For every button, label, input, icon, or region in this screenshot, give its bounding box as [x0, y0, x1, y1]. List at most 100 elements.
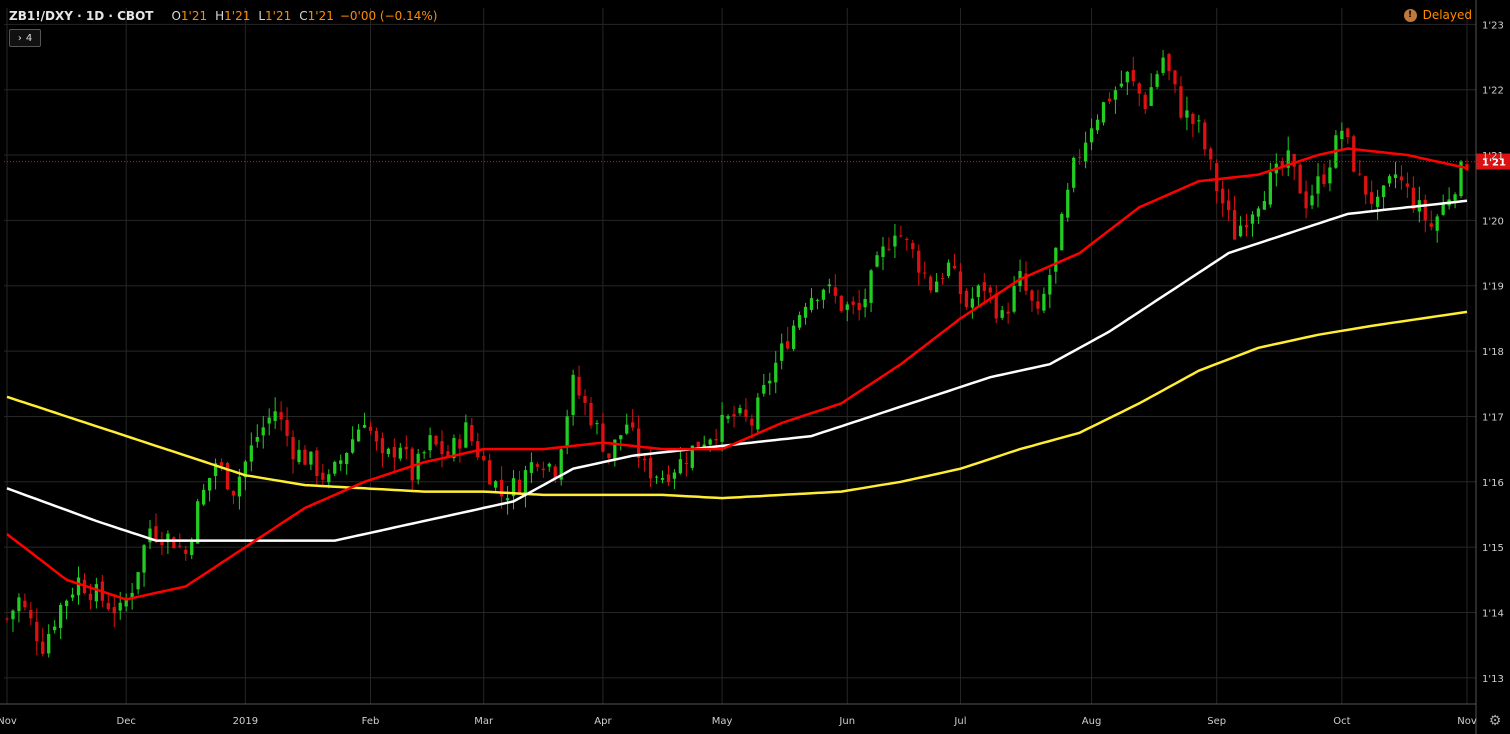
- candle-body: [446, 451, 450, 457]
- candle-body: [1268, 172, 1272, 205]
- candle-body: [333, 461, 337, 474]
- candle-body: [1036, 301, 1040, 309]
- candle-body: [70, 594, 75, 598]
- candle-body: [648, 458, 653, 479]
- candle-body: [672, 472, 677, 479]
- candle-body: [1298, 164, 1302, 194]
- candle-body: [1370, 192, 1374, 204]
- delayed-label: Delayed: [1422, 8, 1472, 22]
- candle-body: [1423, 199, 1427, 221]
- x-tick-label: Sep: [1207, 716, 1226, 727]
- candle-body: [172, 537, 176, 549]
- indicators-toggle-button[interactable]: › 4: [9, 29, 41, 47]
- candle-body: [1340, 130, 1344, 140]
- candle-body: [339, 460, 343, 464]
- candle-body: [53, 626, 57, 631]
- legend-header: ZB1!/DXY · 1D · CBOT O1'21 H1'21 L1'21 C…: [9, 8, 437, 24]
- x-tick-label: Dec: [117, 716, 136, 727]
- gear-icon[interactable]: ⚙: [1488, 713, 1502, 729]
- candle-body: [952, 265, 957, 269]
- candle-body: [356, 429, 361, 442]
- candle-body: [714, 439, 718, 441]
- candle-body: [1119, 83, 1124, 87]
- y-tick-label: 1'21: [1482, 151, 1504, 162]
- candle-body: [535, 464, 540, 467]
- candle-body: [1226, 200, 1231, 211]
- candle-body: [124, 598, 128, 607]
- candle-body: [368, 426, 373, 431]
- candle-body: [1435, 216, 1439, 231]
- candle-body: [1107, 98, 1112, 102]
- candle-body: [1238, 225, 1243, 237]
- candle-body: [559, 449, 563, 480]
- candle-body: [511, 478, 516, 497]
- candle-body: [780, 343, 784, 361]
- candle-body: [809, 298, 814, 310]
- candle-body: [11, 610, 15, 620]
- candle-body: [1393, 174, 1398, 179]
- candle-body: [35, 621, 39, 642]
- candle-body: [988, 287, 992, 293]
- candle-body: [821, 289, 826, 300]
- candle-body: [851, 301, 855, 305]
- candle-body: [1066, 189, 1070, 218]
- x-tick-label: Mar: [474, 716, 494, 727]
- y-tick-label: 1'15: [1482, 543, 1504, 554]
- candle-body: [529, 462, 534, 473]
- candle-body: [202, 489, 206, 505]
- candle-body: [428, 435, 432, 451]
- candle-body: [1459, 161, 1463, 197]
- candle-body: [1078, 156, 1082, 158]
- candle-body: [720, 414, 724, 442]
- candle-body: [362, 424, 367, 428]
- candle-body: [583, 396, 587, 403]
- delayed-badge[interactable]: ! Delayed: [1403, 8, 1472, 22]
- candle-body: [166, 533, 170, 543]
- candle-body: [440, 441, 444, 455]
- candle-body: [1209, 148, 1213, 160]
- x-tick-label: Nov: [1457, 716, 1477, 727]
- candle-body: [136, 572, 140, 590]
- candle-body: [184, 549, 188, 554]
- candle-body: [112, 607, 116, 614]
- candle-body: [654, 476, 659, 478]
- candle-body: [517, 479, 522, 493]
- x-tick-label: Jun: [838, 716, 855, 727]
- candle-body: [76, 577, 81, 596]
- candle-body: [1179, 86, 1183, 118]
- candle-body: [934, 281, 939, 293]
- symbol-title[interactable]: ZB1!/DXY · 1D · CBOT: [9, 9, 154, 23]
- y-tick-label: 1'14: [1482, 609, 1504, 620]
- candle-body: [833, 287, 837, 296]
- candle-body: [1304, 191, 1308, 209]
- candle-body: [523, 470, 528, 494]
- interval-label: 1D: [85, 9, 105, 23]
- candle-body: [392, 446, 396, 458]
- symbol-label: ZB1!/DXY: [9, 9, 73, 23]
- candle-body: [410, 448, 414, 481]
- candle-body: [1167, 54, 1171, 72]
- candle-body: [1101, 102, 1106, 123]
- candle-body: [994, 293, 998, 319]
- candle-body: [1113, 90, 1118, 100]
- candle-body: [899, 235, 903, 237]
- candle-body: [41, 641, 45, 654]
- candle-body: [1060, 213, 1064, 251]
- candle-body: [17, 597, 21, 612]
- candle-body: [219, 462, 224, 466]
- candle-body: [541, 468, 545, 471]
- candle-body: [547, 463, 551, 467]
- candle-body: [1095, 119, 1100, 131]
- candle-body: [869, 270, 873, 303]
- candle-body: [750, 418, 754, 426]
- candle-body: [1089, 128, 1094, 143]
- candle-body: [1197, 120, 1201, 122]
- x-tick-label: May: [712, 716, 733, 727]
- candle-body: [744, 409, 748, 417]
- candle-body: [911, 242, 915, 250]
- candle-body: [929, 276, 933, 291]
- candle-body: [1286, 150, 1290, 168]
- candle-body: [1441, 202, 1445, 215]
